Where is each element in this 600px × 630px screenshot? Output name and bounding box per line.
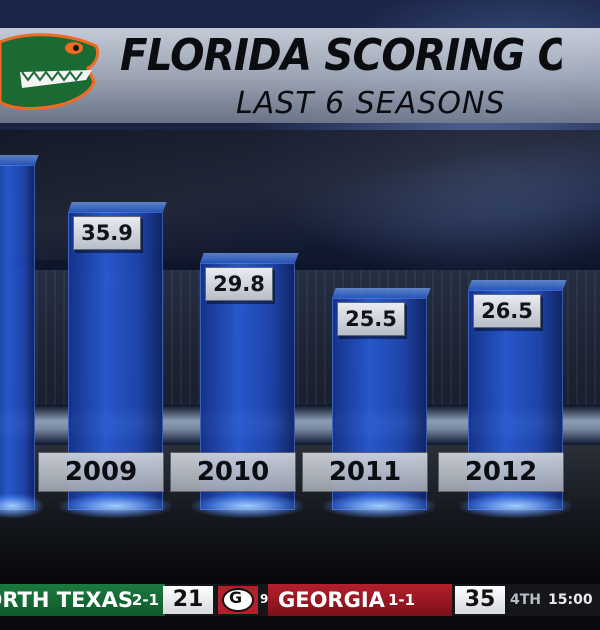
title-banner [0, 28, 600, 123]
georgia-g-logo: G [218, 586, 258, 614]
category-label-2011: 2011 [302, 452, 428, 492]
away-team-record: 2-1 [131, 591, 159, 609]
home-team-rank: 9 [260, 592, 269, 606]
value-label-2011: 25.5 [337, 302, 405, 336]
chart-title: FLORIDA SCORING OFFENSE [120, 30, 562, 81]
game-clock: 15:00 [548, 592, 593, 608]
away-score: 21 [163, 586, 213, 614]
category-label-2009: 2009 [38, 452, 164, 492]
home-team-name: GEORGIA [278, 588, 385, 612]
home-score: 35 [455, 586, 505, 614]
score-bug: NORTH TEXAS 2-1 21 G 9 GEORGIA 1-1 35 4T… [0, 584, 600, 616]
home-team-panel: GEORGIA 1-1 [268, 584, 452, 616]
home-logo-letter: G [229, 588, 243, 607]
chart-subtitle: LAST 6 SEASONS [236, 86, 506, 121]
value-label-2010: 29.8 [205, 267, 273, 301]
category-label-2010: 2010 [170, 452, 296, 492]
game-period: 4TH [510, 592, 542, 608]
away-team-panel: NORTH TEXAS 2-1 [0, 584, 165, 616]
value-label-2009: 35.9 [73, 216, 141, 250]
category-label-2012: 2012 [438, 452, 564, 492]
bar-cropped-left [0, 155, 43, 518]
bottom-strip [0, 616, 600, 630]
value-label-2012: 26.5 [473, 294, 541, 328]
gator-head-icon [0, 33, 100, 110]
away-team-name: NORTH TEXAS [0, 588, 133, 612]
home-team-record: 1-1 [388, 591, 416, 609]
